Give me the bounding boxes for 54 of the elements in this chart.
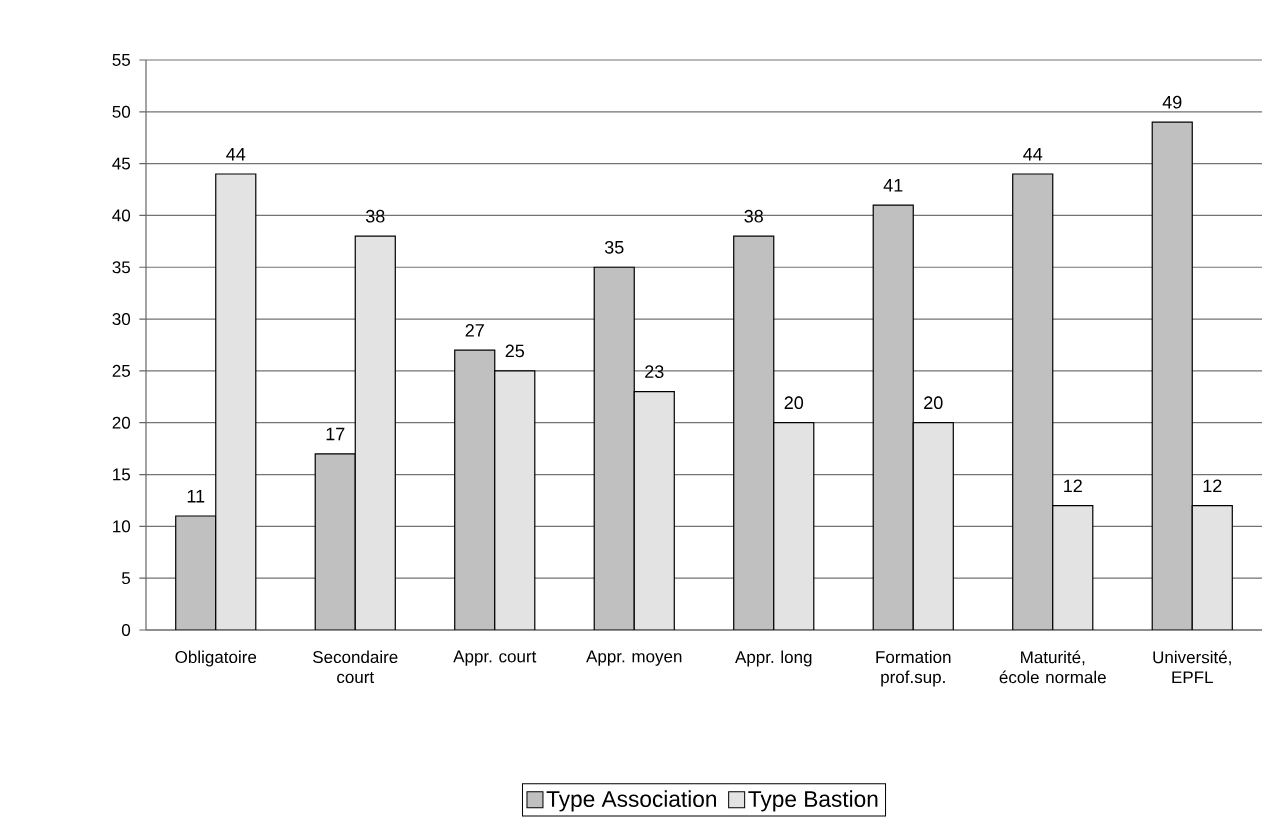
- bar: [593, 266, 635, 630]
- bar: [1012, 173, 1054, 630]
- data-label: 12: [1064, 479, 1082, 493]
- x-tick-label: Appr. moyen: [586, 650, 682, 666]
- y-tick-label: 0: [121, 623, 131, 637]
- data-label: 17: [326, 427, 345, 441]
- data-label: 35: [604, 240, 624, 254]
- x-tick-label: Secondaire court: [313, 650, 398, 684]
- data-label: 49: [1162, 95, 1182, 109]
- bar: [773, 422, 815, 630]
- y-tick-label: 5: [121, 572, 131, 585]
- y-tick-label: 35: [112, 261, 131, 274]
- bar: [733, 235, 775, 630]
- x-tick-label: Appr. court: [453, 650, 537, 666]
- y-tick-label: 55: [112, 54, 131, 66]
- data-label: 44: [226, 148, 246, 161]
- bar: [872, 204, 914, 630]
- bar: [494, 370, 536, 630]
- y-tick-label: 30: [112, 313, 131, 326]
- data-label: 20: [784, 396, 804, 410]
- y-tick-label: 15: [113, 468, 131, 481]
- data-label: 23: [645, 365, 664, 379]
- x-tick-label: Appr. long: [735, 650, 812, 667]
- data-label: 25: [505, 344, 525, 358]
- y-tick-label: 20: [112, 416, 131, 429]
- bar: [633, 391, 675, 630]
- data-label: 41: [883, 179, 903, 192]
- y-tick-label: 45: [112, 157, 131, 170]
- legend-label: Type Association: [546, 790, 716, 812]
- bar: [314, 453, 356, 630]
- bar: [912, 422, 954, 630]
- bar: [1151, 121, 1193, 630]
- x-tick-label: Université, EPFL: [1153, 650, 1231, 684]
- data-label: 44: [1023, 148, 1043, 161]
- data-label: 12: [1203, 479, 1222, 493]
- bar: [215, 173, 257, 630]
- x-tick-label: Formation prof.sup.: [876, 650, 951, 687]
- y-tick-label: 50: [112, 105, 131, 118]
- y-tick-label: 25: [112, 364, 131, 377]
- x-tick-label: Obligatoire: [175, 650, 257, 667]
- bar: [354, 235, 396, 630]
- data-label: 38: [365, 209, 385, 223]
- data-label: 11: [187, 490, 205, 503]
- bar: [1191, 505, 1233, 630]
- x-tick-label: Maturité, école normale: [999, 650, 1106, 684]
- legend-label: Type Bastion: [748, 790, 878, 812]
- y-tick-label: 10: [113, 520, 131, 533]
- data-label: 20: [924, 396, 943, 410]
- data-label: 38: [744, 209, 763, 223]
- data-label: 27: [465, 324, 484, 337]
- bar: [1052, 505, 1094, 630]
- bar: [175, 515, 217, 630]
- bar: [454, 349, 496, 630]
- y-tick-label: 40: [112, 209, 131, 222]
